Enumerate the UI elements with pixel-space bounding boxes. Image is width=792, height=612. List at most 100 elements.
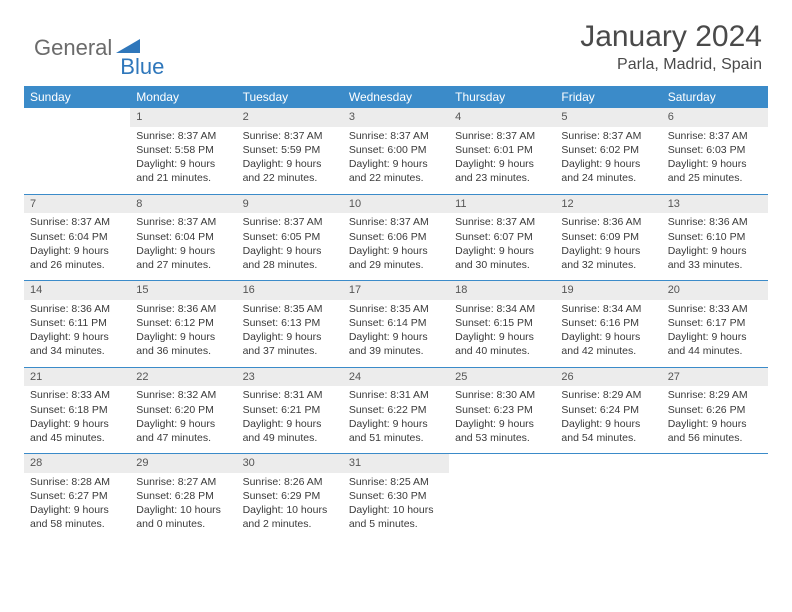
day-number: 6	[662, 108, 768, 127]
weekday-header: Friday	[555, 86, 661, 108]
sunset-text: Sunset: 6:02 PM	[561, 143, 655, 157]
sunset-text: Sunset: 6:24 PM	[561, 403, 655, 417]
logo-text-blue: Blue	[120, 54, 164, 80]
day-number: 8	[130, 195, 236, 214]
calendar-day-cell: 20Sunrise: 8:33 AMSunset: 6:17 PMDayligh…	[662, 281, 768, 368]
day-number: 31	[343, 454, 449, 473]
sunrise-text: Sunrise: 8:29 AM	[668, 388, 762, 402]
daylight-text: Daylight: 9 hours and 47 minutes.	[136, 417, 230, 445]
weekday-header: Monday	[130, 86, 236, 108]
calendar-week-row: 28Sunrise: 8:28 AMSunset: 6:27 PMDayligh…	[24, 454, 768, 540]
calendar-day-cell: 18Sunrise: 8:34 AMSunset: 6:15 PMDayligh…	[449, 281, 555, 368]
day-number: 19	[555, 281, 661, 300]
daylight-text: Daylight: 9 hours and 49 minutes.	[243, 417, 337, 445]
sunset-text: Sunset: 6:12 PM	[136, 316, 230, 330]
day-content: Sunrise: 8:37 AMSunset: 6:01 PMDaylight:…	[449, 127, 555, 194]
day-number: 10	[343, 195, 449, 214]
day-content: Sunrise: 8:36 AMSunset: 6:11 PMDaylight:…	[24, 300, 130, 367]
daylight-text: Daylight: 9 hours and 37 minutes.	[243, 330, 337, 358]
calendar-day-cell: 15Sunrise: 8:36 AMSunset: 6:12 PMDayligh…	[130, 281, 236, 368]
daylight-text: Daylight: 9 hours and 45 minutes.	[30, 417, 124, 445]
sunset-text: Sunset: 6:23 PM	[455, 403, 549, 417]
calendar-day-cell	[449, 454, 555, 540]
calendar-day-cell: 24Sunrise: 8:31 AMSunset: 6:22 PMDayligh…	[343, 367, 449, 454]
day-content: Sunrise: 8:27 AMSunset: 6:28 PMDaylight:…	[130, 473, 236, 540]
calendar-day-cell: 2Sunrise: 8:37 AMSunset: 5:59 PMDaylight…	[237, 108, 343, 194]
daylight-text: Daylight: 9 hours and 33 minutes.	[668, 244, 762, 272]
calendar-day-cell: 30Sunrise: 8:26 AMSunset: 6:29 PMDayligh…	[237, 454, 343, 540]
calendar-day-cell: 16Sunrise: 8:35 AMSunset: 6:13 PMDayligh…	[237, 281, 343, 368]
day-content: Sunrise: 8:36 AMSunset: 6:12 PMDaylight:…	[130, 300, 236, 367]
daylight-text: Daylight: 9 hours and 22 minutes.	[349, 157, 443, 185]
calendar-day-cell: 9Sunrise: 8:37 AMSunset: 6:05 PMDaylight…	[237, 194, 343, 281]
day-number: 2	[237, 108, 343, 127]
sunrise-text: Sunrise: 8:37 AM	[455, 129, 549, 143]
logo: General Blue	[24, 20, 164, 70]
calendar-day-cell: 7Sunrise: 8:37 AMSunset: 6:04 PMDaylight…	[24, 194, 130, 281]
daylight-text: Daylight: 9 hours and 26 minutes.	[30, 244, 124, 272]
sunrise-text: Sunrise: 8:30 AM	[455, 388, 549, 402]
sunset-text: Sunset: 6:18 PM	[30, 403, 124, 417]
weekday-header-row: Sunday Monday Tuesday Wednesday Thursday…	[24, 86, 768, 108]
sunset-text: Sunset: 6:07 PM	[455, 230, 549, 244]
sunrise-text: Sunrise: 8:37 AM	[30, 215, 124, 229]
sunrise-text: Sunrise: 8:33 AM	[30, 388, 124, 402]
day-number: 18	[449, 281, 555, 300]
sunset-text: Sunset: 6:06 PM	[349, 230, 443, 244]
day-content: Sunrise: 8:35 AMSunset: 6:13 PMDaylight:…	[237, 300, 343, 367]
daylight-text: Daylight: 9 hours and 27 minutes.	[136, 244, 230, 272]
day-content: Sunrise: 8:37 AMSunset: 6:00 PMDaylight:…	[343, 127, 449, 194]
weekday-header: Sunday	[24, 86, 130, 108]
sunset-text: Sunset: 6:03 PM	[668, 143, 762, 157]
sunset-text: Sunset: 6:26 PM	[668, 403, 762, 417]
sunrise-text: Sunrise: 8:37 AM	[349, 129, 443, 143]
sunrise-text: Sunrise: 8:35 AM	[243, 302, 337, 316]
sunset-text: Sunset: 6:30 PM	[349, 489, 443, 503]
day-content: Sunrise: 8:37 AMSunset: 6:04 PMDaylight:…	[130, 213, 236, 280]
daylight-text: Daylight: 10 hours and 5 minutes.	[349, 503, 443, 531]
daylight-text: Daylight: 9 hours and 51 minutes.	[349, 417, 443, 445]
daylight-text: Daylight: 9 hours and 44 minutes.	[668, 330, 762, 358]
header: General Blue January 2024 Parla, Madrid,…	[24, 20, 768, 74]
daylight-text: Daylight: 9 hours and 56 minutes.	[668, 417, 762, 445]
weekday-header: Saturday	[662, 86, 768, 108]
day-number: 3	[343, 108, 449, 127]
sunrise-text: Sunrise: 8:37 AM	[349, 215, 443, 229]
calendar-day-cell: 4Sunrise: 8:37 AMSunset: 6:01 PMDaylight…	[449, 108, 555, 194]
day-content: Sunrise: 8:26 AMSunset: 6:29 PMDaylight:…	[237, 473, 343, 540]
day-number: 5	[555, 108, 661, 127]
day-content: Sunrise: 8:37 AMSunset: 6:02 PMDaylight:…	[555, 127, 661, 194]
calendar-week-row: 1Sunrise: 8:37 AMSunset: 5:58 PMDaylight…	[24, 108, 768, 194]
sunset-text: Sunset: 6:15 PM	[455, 316, 549, 330]
calendar-day-cell: 21Sunrise: 8:33 AMSunset: 6:18 PMDayligh…	[24, 367, 130, 454]
sunrise-text: Sunrise: 8:26 AM	[243, 475, 337, 489]
daylight-text: Daylight: 9 hours and 21 minutes.	[136, 157, 230, 185]
sunrise-text: Sunrise: 8:37 AM	[136, 129, 230, 143]
sunrise-text: Sunrise: 8:35 AM	[349, 302, 443, 316]
month-title: January 2024	[580, 20, 762, 54]
weekday-header: Tuesday	[237, 86, 343, 108]
sunset-text: Sunset: 6:27 PM	[30, 489, 124, 503]
day-number: 14	[24, 281, 130, 300]
sunset-text: Sunset: 6:21 PM	[243, 403, 337, 417]
sunset-text: Sunset: 6:28 PM	[136, 489, 230, 503]
sunrise-text: Sunrise: 8:32 AM	[136, 388, 230, 402]
daylight-text: Daylight: 9 hours and 23 minutes.	[455, 157, 549, 185]
sunset-text: Sunset: 6:09 PM	[561, 230, 655, 244]
sunset-text: Sunset: 6:00 PM	[349, 143, 443, 157]
day-content: Sunrise: 8:33 AMSunset: 6:18 PMDaylight:…	[24, 386, 130, 453]
day-content: Sunrise: 8:32 AMSunset: 6:20 PMDaylight:…	[130, 386, 236, 453]
day-content: Sunrise: 8:37 AMSunset: 6:04 PMDaylight:…	[24, 213, 130, 280]
sunrise-text: Sunrise: 8:37 AM	[668, 129, 762, 143]
day-number: 27	[662, 368, 768, 387]
daylight-text: Daylight: 9 hours and 28 minutes.	[243, 244, 337, 272]
day-content: Sunrise: 8:37 AMSunset: 6:07 PMDaylight:…	[449, 213, 555, 280]
daylight-text: Daylight: 9 hours and 34 minutes.	[30, 330, 124, 358]
sunset-text: Sunset: 6:11 PM	[30, 316, 124, 330]
sunrise-text: Sunrise: 8:37 AM	[455, 215, 549, 229]
day-content: Sunrise: 8:29 AMSunset: 6:24 PMDaylight:…	[555, 386, 661, 453]
day-content: Sunrise: 8:34 AMSunset: 6:16 PMDaylight:…	[555, 300, 661, 367]
day-number: 29	[130, 454, 236, 473]
daylight-text: Daylight: 9 hours and 42 minutes.	[561, 330, 655, 358]
calendar-day-cell: 26Sunrise: 8:29 AMSunset: 6:24 PMDayligh…	[555, 367, 661, 454]
